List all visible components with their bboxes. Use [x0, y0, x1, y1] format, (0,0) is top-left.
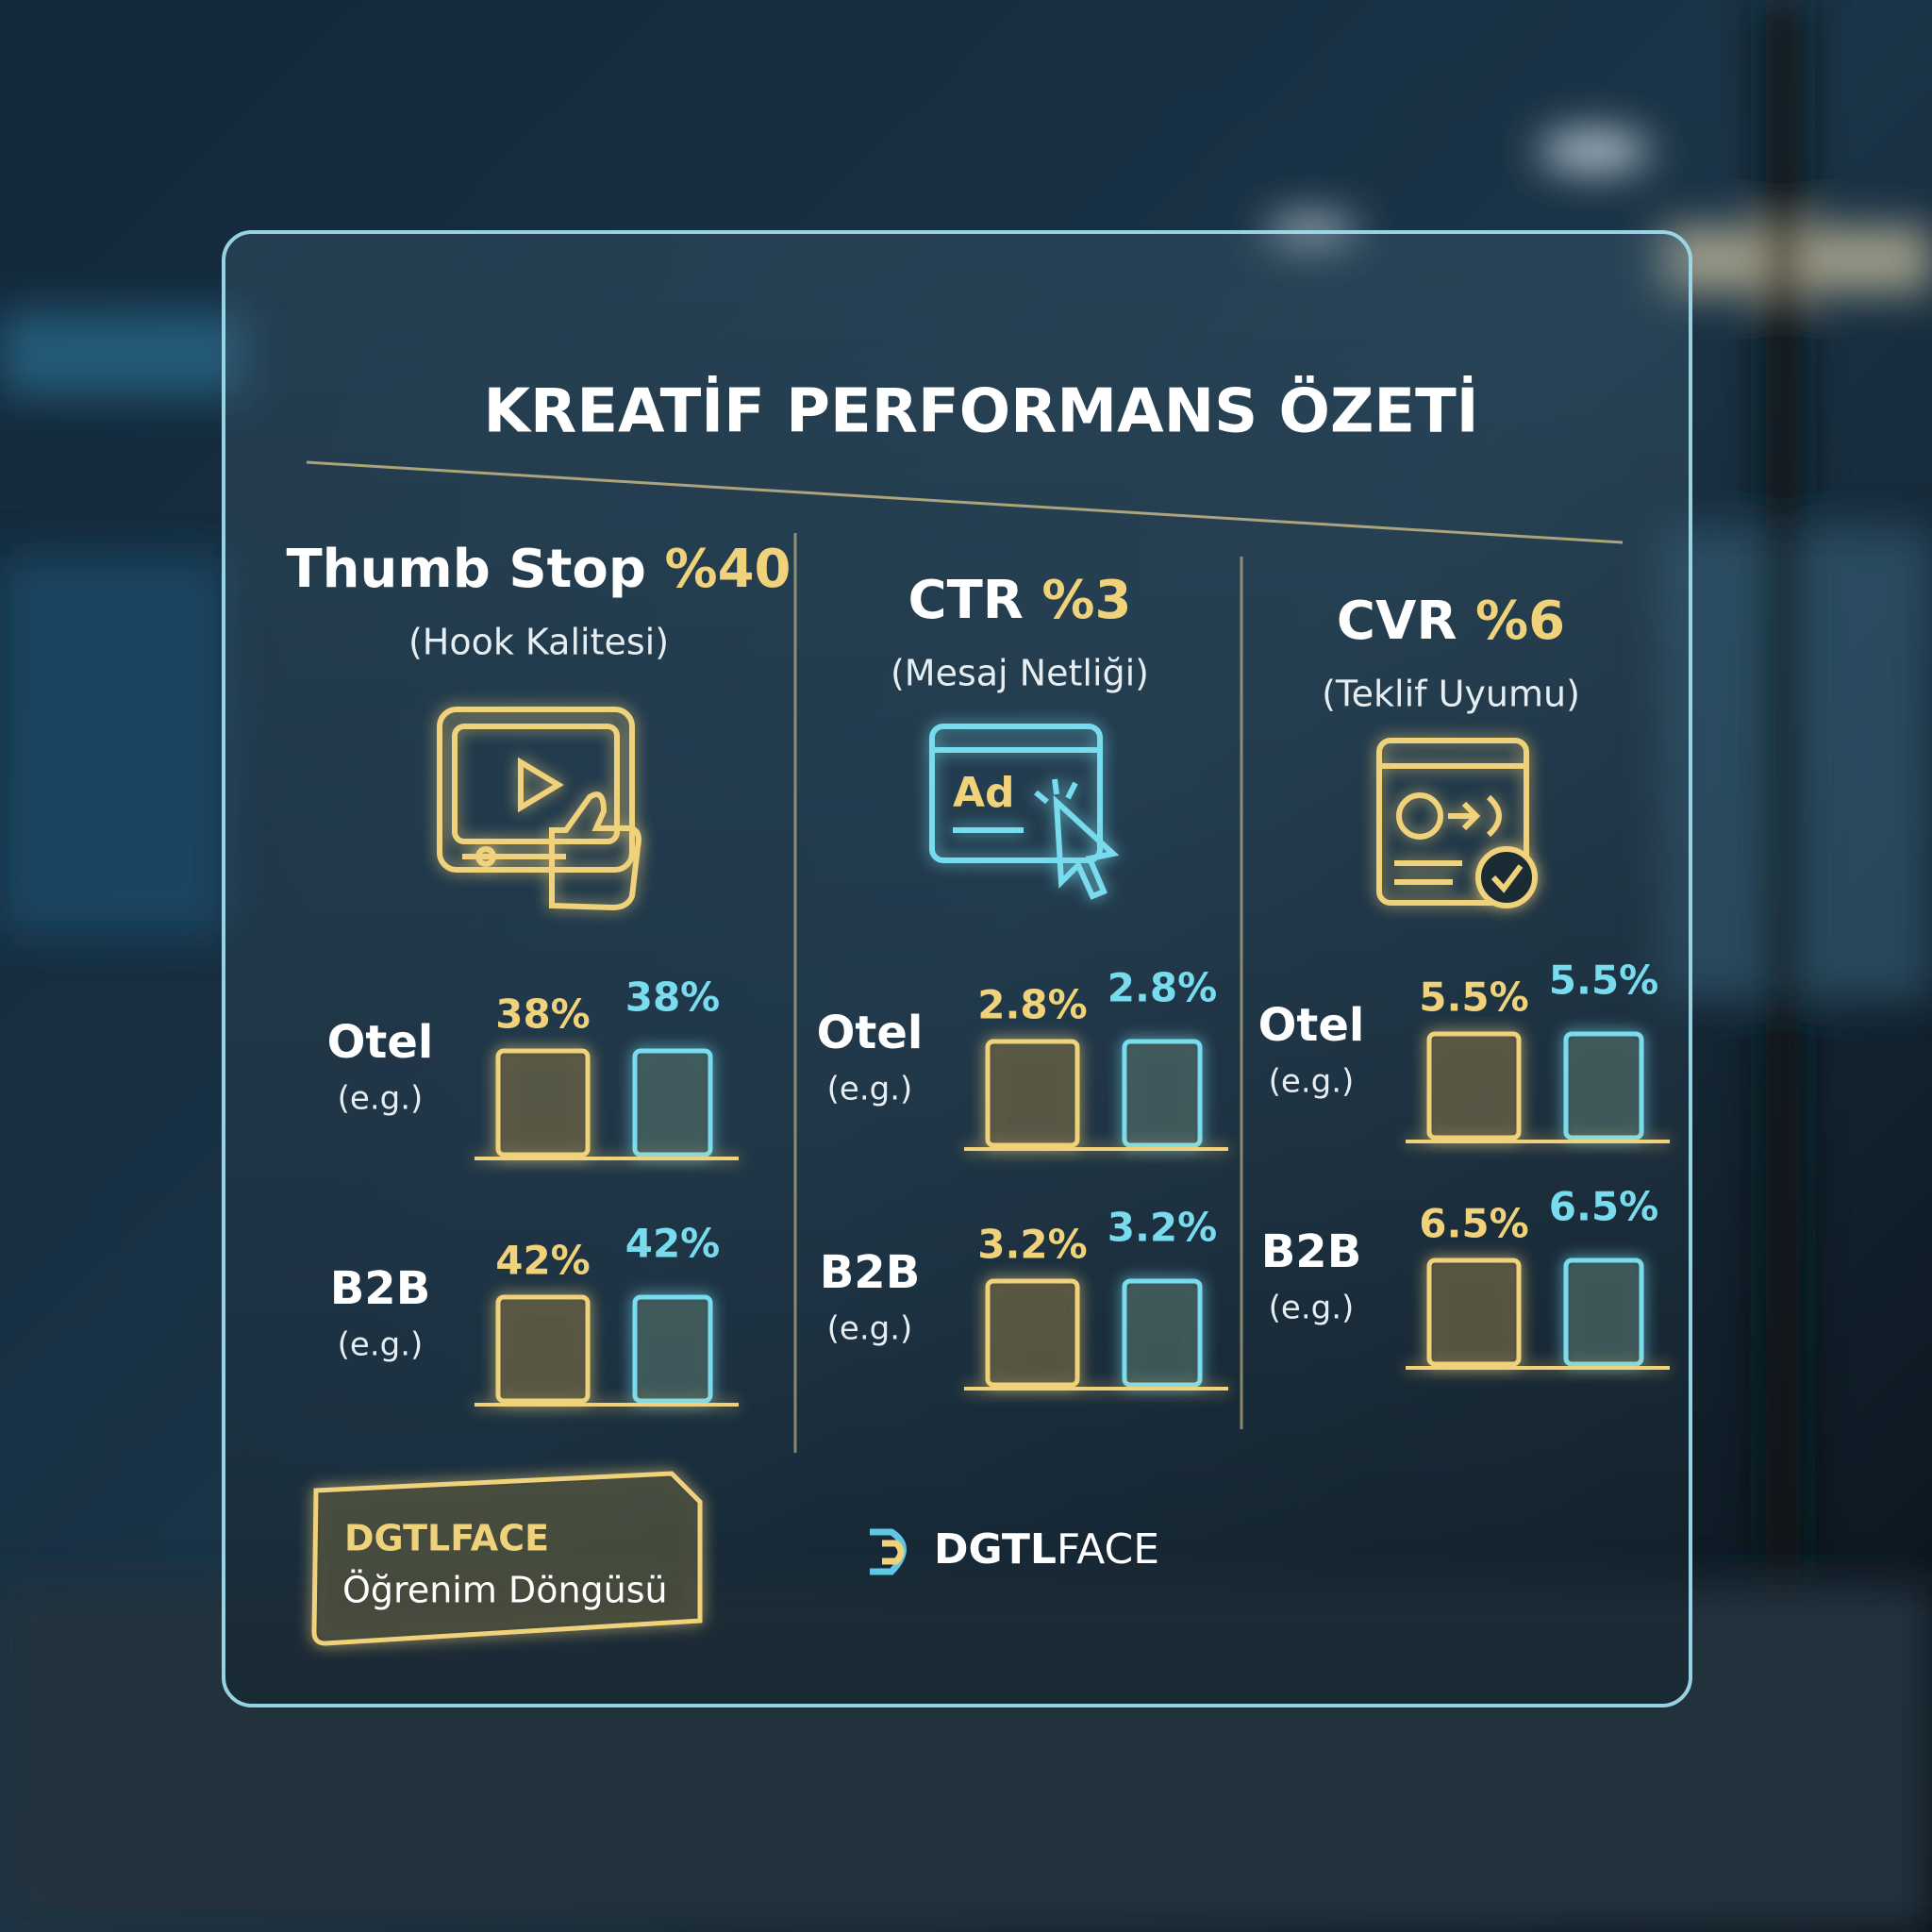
offer-fit-icon — [1376, 738, 1538, 908]
heading-metric: %3 — [1041, 570, 1131, 631]
bar — [495, 1294, 591, 1404]
row-note: (e.g.) — [1269, 1063, 1355, 1101]
row-note: (e.g.) — [338, 1326, 424, 1364]
heading-space — [646, 539, 665, 600]
value-label: 5.5% — [1419, 974, 1528, 1021]
ad-click-icon — [929, 724, 1120, 900]
column-subtitle: (Mesaj Netliği) — [891, 653, 1149, 694]
value-label: 3.2% — [1108, 1205, 1217, 1251]
heading-metric: %6 — [1475, 591, 1565, 652]
heading-text: CTR — [908, 570, 1024, 631]
bar — [985, 1039, 1080, 1148]
value-label: 42% — [625, 1221, 721, 1267]
brand-light: FACE — [1057, 1525, 1159, 1574]
footer-badge — [311, 1471, 703, 1646]
row-note: (e.g.) — [338, 1080, 424, 1118]
value-label: 6.5% — [1549, 1184, 1658, 1230]
row-note: (e.g.) — [827, 1310, 913, 1348]
icon-text: Ad — [953, 769, 1015, 817]
title: KREATİF PERFORMANS ÖZETİ — [483, 375, 1478, 447]
bar — [985, 1278, 1080, 1388]
value-label: 42% — [495, 1238, 591, 1284]
heading-text: Thumb Stop — [286, 539, 646, 600]
row-label: Otel — [1258, 999, 1365, 1052]
bar — [1426, 1031, 1522, 1141]
value-label: 3.2% — [977, 1222, 1087, 1268]
glass-panel — [222, 230, 1692, 1707]
bar — [495, 1048, 591, 1158]
bar — [1563, 1031, 1644, 1141]
heading-space — [1024, 570, 1042, 631]
row-label: Otel — [817, 1007, 924, 1059]
bar — [1122, 1039, 1203, 1148]
badge-title: DGTLFACE — [344, 1518, 549, 1559]
column-subtitle: (Teklif Uyumu) — [1322, 674, 1580, 715]
value-label: 2.8% — [977, 982, 1087, 1028]
title-rule — [306, 460, 1624, 544]
row-note: (e.g.) — [827, 1071, 913, 1108]
bar — [632, 1048, 713, 1158]
row-label: B2B — [820, 1246, 921, 1299]
column-heading: CVR %6 — [1337, 591, 1565, 652]
brand-logo — [870, 1528, 907, 1575]
badge-subtitle: Öğrenim Döngüsü — [342, 1570, 668, 1611]
brand-bold: DGTL — [934, 1525, 1057, 1574]
column-heading: CTR %3 — [908, 570, 1132, 631]
bar — [1563, 1257, 1644, 1367]
value-label: 2.8% — [1108, 965, 1217, 1011]
value-label: 38% — [495, 991, 591, 1038]
bar — [1122, 1278, 1203, 1388]
value-label: 5.5% — [1549, 958, 1658, 1004]
heading-metric: %40 — [664, 539, 791, 600]
bar — [632, 1294, 713, 1404]
value-label: 38% — [625, 974, 721, 1021]
heading-text: CVR — [1337, 591, 1457, 652]
value-label: 6.5% — [1419, 1201, 1528, 1247]
bar — [1426, 1257, 1522, 1367]
brand: DGTLFACE — [934, 1525, 1159, 1574]
column-subtitle: (Hook Kalitesi) — [408, 622, 669, 663]
heading-space — [1457, 591, 1475, 652]
row-note: (e.g.) — [1269, 1290, 1355, 1327]
video-like-icon — [437, 707, 641, 911]
row-label: B2B — [1261, 1225, 1362, 1278]
row-label: B2B — [330, 1262, 431, 1315]
row-label: Otel — [327, 1016, 434, 1069]
column-heading: Thumb Stop %40 — [286, 539, 791, 600]
